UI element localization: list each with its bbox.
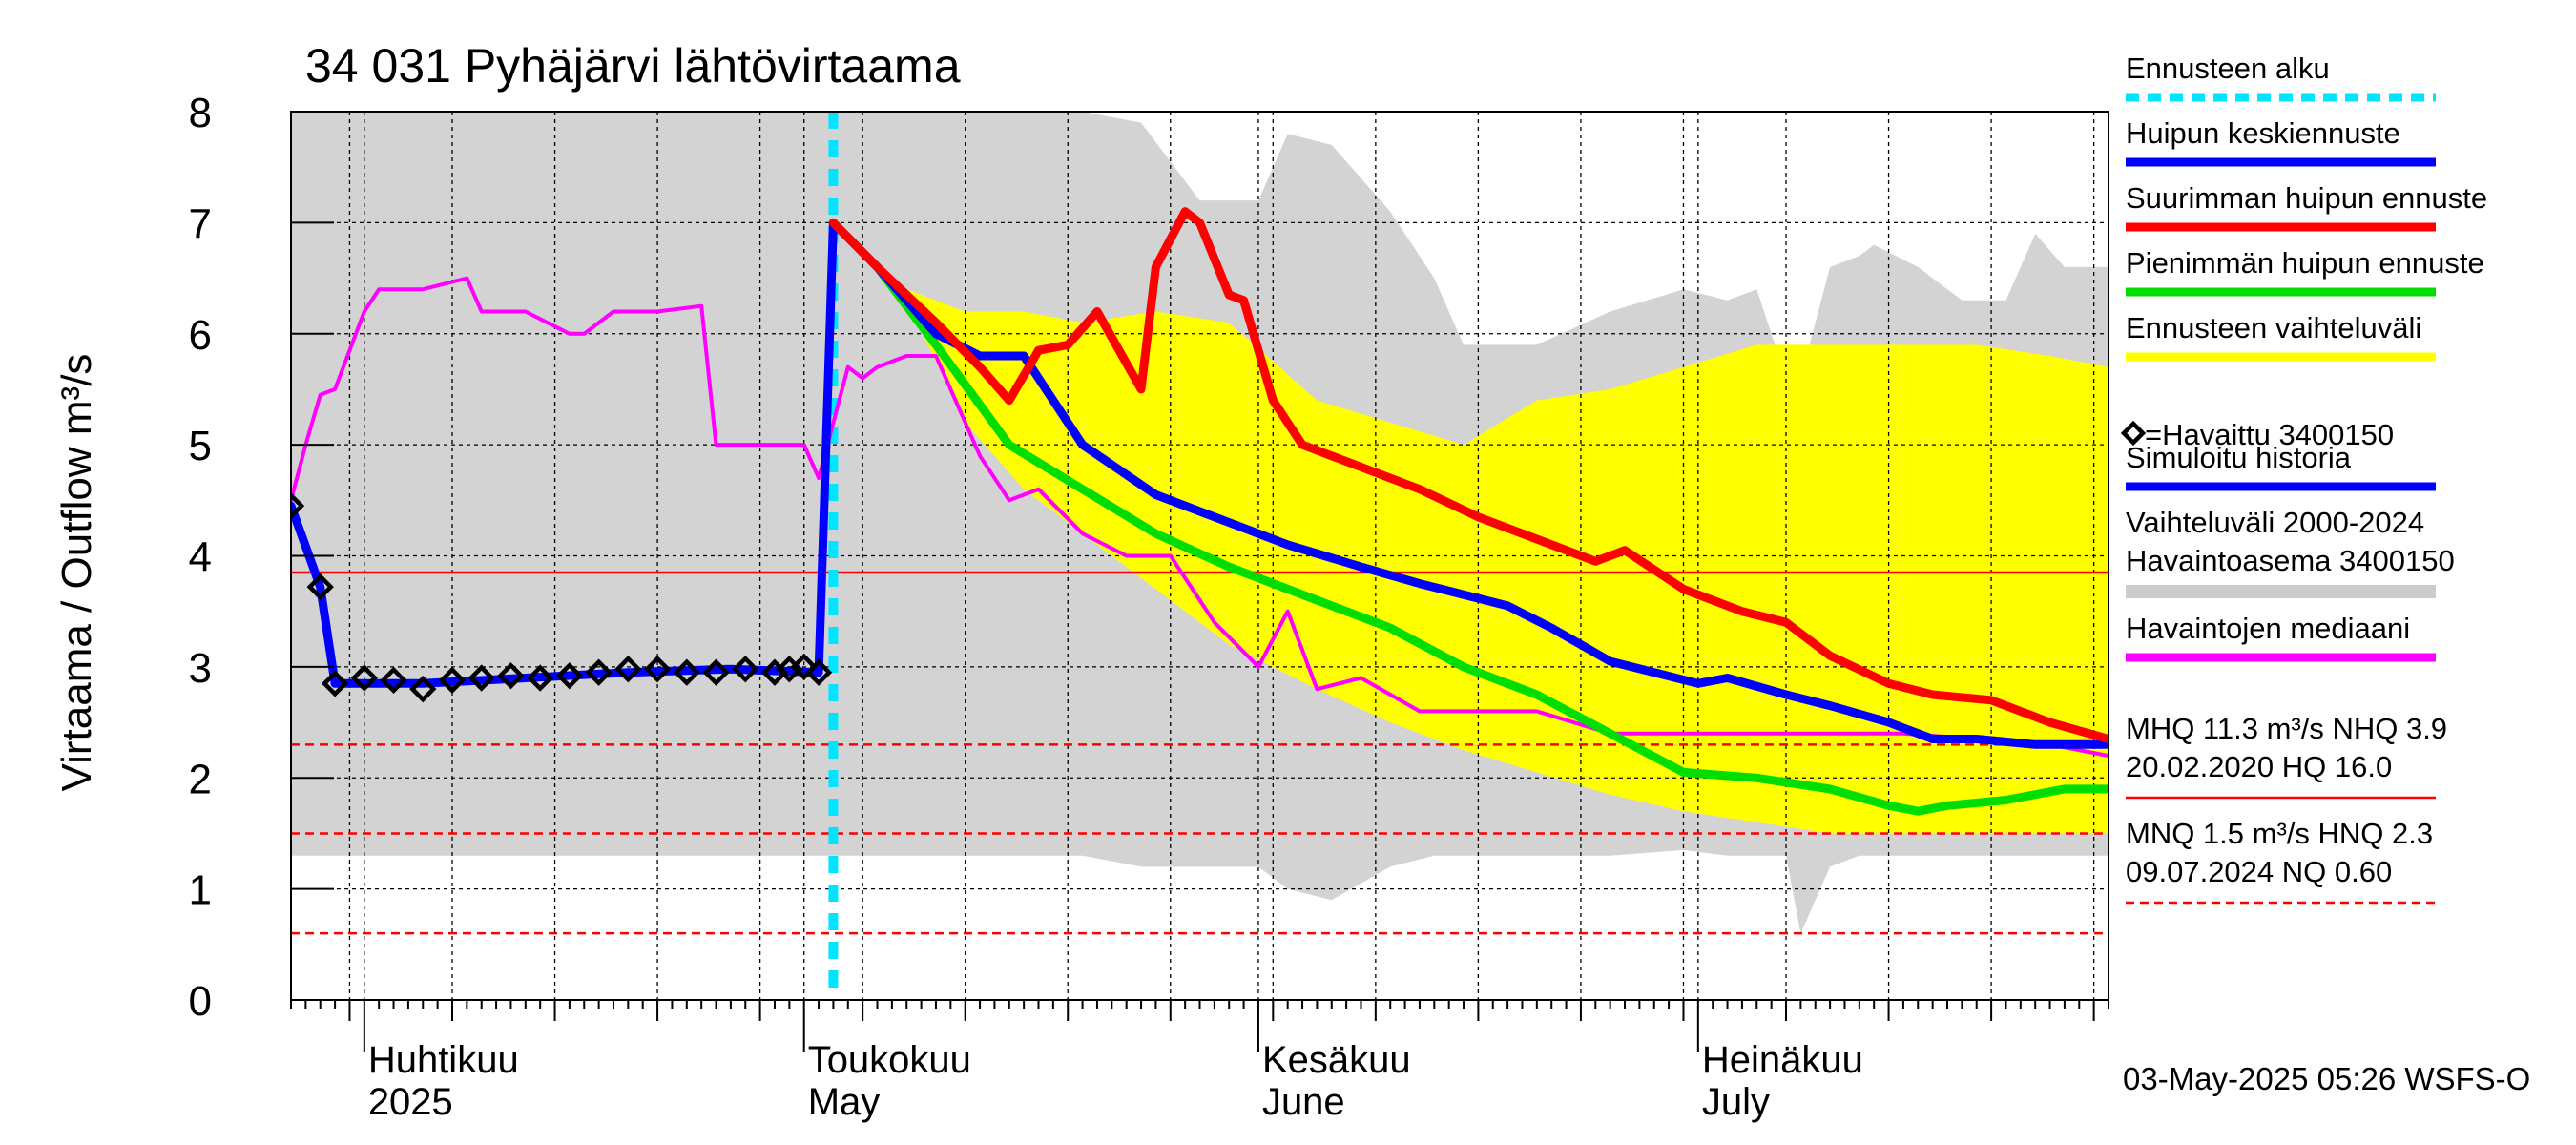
plot-clip-group bbox=[291, 112, 2109, 1000]
y-axis-label: Virtaama / Outflow m³/s bbox=[53, 354, 100, 792]
observed-point bbox=[306, 572, 334, 601]
legend-label-ennusteen-vaihteluv-li: Ennusteen vaihteluväli bbox=[2126, 311, 2421, 344]
y-tick-label: 3 bbox=[189, 645, 212, 692]
x-month-sublabel: July bbox=[1702, 1081, 1770, 1123]
y-tick-label: 5 bbox=[189, 423, 212, 469]
legend-label-vaihteluv-li-2000-2024-line2: Havaintoasema 3400150 bbox=[2126, 544, 2455, 577]
x-month-label: Kesäkuu bbox=[1262, 1039, 1411, 1081]
series-line-havaintojen-mediaani bbox=[291, 276, 2109, 758]
observed-point bbox=[380, 666, 407, 695]
stats-line-2b: 09.07.2024 NQ 0.60 bbox=[2126, 855, 2392, 888]
legend: Ennusteen alku Huipun keskiennuste Suurimm… bbox=[2120, 52, 2487, 905]
series-observed-markers bbox=[291, 491, 833, 703]
y-tick-label: 0 bbox=[189, 978, 212, 1025]
observed-point bbox=[790, 653, 818, 681]
observed-point bbox=[291, 491, 305, 520]
observed-point bbox=[467, 664, 495, 692]
x-month-label: Toukokuu bbox=[808, 1039, 971, 1081]
observed-point bbox=[643, 656, 672, 683]
observed-point bbox=[438, 666, 467, 695]
x-month-sublabel: 2025 bbox=[368, 1081, 453, 1123]
stats-line-1b: 20.02.2020 HQ 16.0 bbox=[2126, 750, 2392, 783]
y-tick-label: 6 bbox=[189, 312, 212, 359]
observed-point bbox=[673, 658, 700, 686]
observed-point bbox=[614, 656, 642, 683]
observed-point bbox=[555, 662, 584, 690]
observed-point bbox=[526, 664, 554, 692]
legend-label-suurimman-huipun-ennuste: Suurimman huipun ennuste bbox=[2126, 181, 2487, 215]
footer-timestamp: 03-May-2025 05:26 WSFS-O bbox=[2123, 1061, 2530, 1096]
stats-line-1a: MHQ 11.3 m³/s NHQ 3.9 bbox=[2126, 712, 2447, 745]
x-month-sublabel: June bbox=[1262, 1081, 1345, 1123]
plot-area bbox=[291, 112, 2109, 1000]
observed-point bbox=[732, 656, 759, 683]
y-tick-label: 1 bbox=[189, 867, 212, 914]
series-line-suurimman-huipun-ennuste bbox=[828, 207, 2109, 743]
observed-point bbox=[804, 658, 833, 686]
x-month-label: Huhtikuu bbox=[368, 1039, 519, 1081]
stats-line-2a: MNQ 1.5 m³/s HNQ 2.3 bbox=[2126, 817, 2433, 850]
observed-point bbox=[702, 658, 730, 686]
observed-point bbox=[585, 658, 613, 686]
legend-label-ennusteen-alku: Ennusteen alku bbox=[2126, 52, 2330, 85]
observed-point bbox=[409, 675, 437, 703]
legend-label-havaittu-3400150: =Havaittu 3400150 bbox=[2145, 418, 2394, 451]
legend-label-simuloitu-historia: Simuloitu historia bbox=[2126, 441, 2352, 474]
forecast-range-band bbox=[833, 222, 2109, 834]
legend-label-huipun-keskiennuste: Huipun keskiennuste bbox=[2126, 116, 2400, 150]
x-month-sublabel: May bbox=[808, 1081, 881, 1123]
series-line-huipun-keskiennuste bbox=[828, 218, 2109, 749]
legend-label-vaihteluv-li-2000-2024: Vaihteluväli 2000-2024 bbox=[2126, 506, 2424, 539]
y-tick-label: 8 bbox=[189, 90, 212, 136]
y-tick-label: 4 bbox=[189, 534, 212, 581]
legend-label-havaintojen-mediaani: Havaintojen mediaani bbox=[2126, 612, 2410, 645]
chart-title: 34 031 Pyhäjärvi lähtövirtaama bbox=[305, 39, 961, 93]
legend-marker-observed bbox=[2120, 420, 2147, 447]
axes: 012345678Huhtikuu2025ToukokuuMayKesäkuuJ… bbox=[189, 90, 2109, 1123]
observed-point bbox=[497, 662, 525, 690]
series-line-simuloitu-historia bbox=[291, 218, 838, 688]
legend-label-pienimm-n-huipun-ennuste: Pienimmän huipun ennuste bbox=[2126, 246, 2484, 280]
x-month-label: Heinäkuu bbox=[1702, 1039, 1863, 1081]
observed-point bbox=[321, 670, 349, 697]
observed-point bbox=[350, 664, 378, 692]
series-line-pienimm-n-huipun-ennuste bbox=[828, 218, 2109, 816]
y-tick-label: 7 bbox=[189, 200, 212, 247]
y-tick-label: 2 bbox=[189, 756, 212, 802]
